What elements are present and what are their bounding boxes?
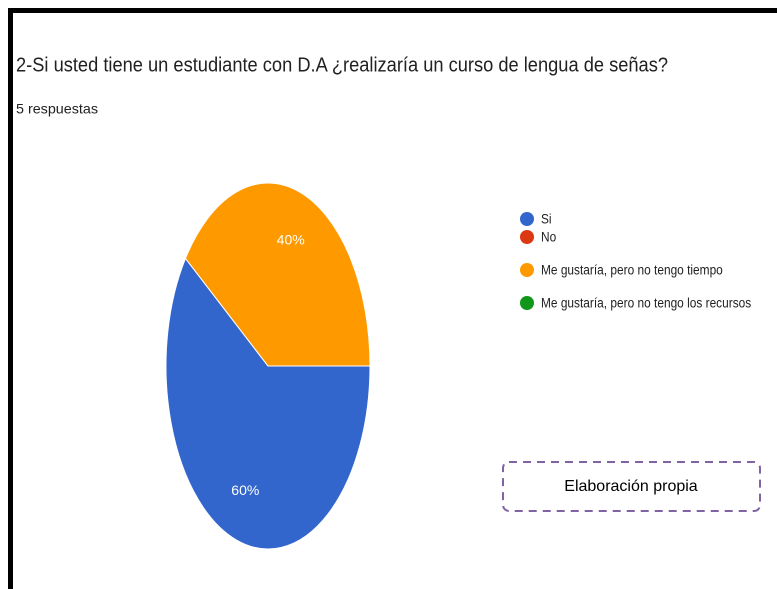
legend-label: Me gustaría, pero no tengo los recursos	[541, 295, 752, 311]
legend-swatch	[520, 212, 534, 226]
pie-slice	[165, 257, 371, 550]
data-label: 40%	[277, 231, 305, 247]
legend-label: Si	[541, 211, 552, 227]
annotation: Elaboración propia	[564, 478, 698, 495]
legend-swatch	[520, 263, 534, 277]
subtitle: 5 respuestas	[16, 101, 98, 117]
pie-slice	[184, 182, 371, 367]
chart-title: 2-Si usted tiene un estudiante con D.A ¿…	[16, 54, 668, 76]
legend-swatch	[520, 296, 534, 310]
annotation-box	[502, 461, 761, 512]
legend-label: No	[541, 229, 556, 245]
legend-swatch	[520, 230, 534, 244]
data-label: 60%	[231, 482, 259, 498]
legend-label: Me gustaría, pero no tengo tiempo	[541, 262, 723, 278]
frame-top	[8, 8, 777, 13]
frame-left	[8, 8, 13, 589]
